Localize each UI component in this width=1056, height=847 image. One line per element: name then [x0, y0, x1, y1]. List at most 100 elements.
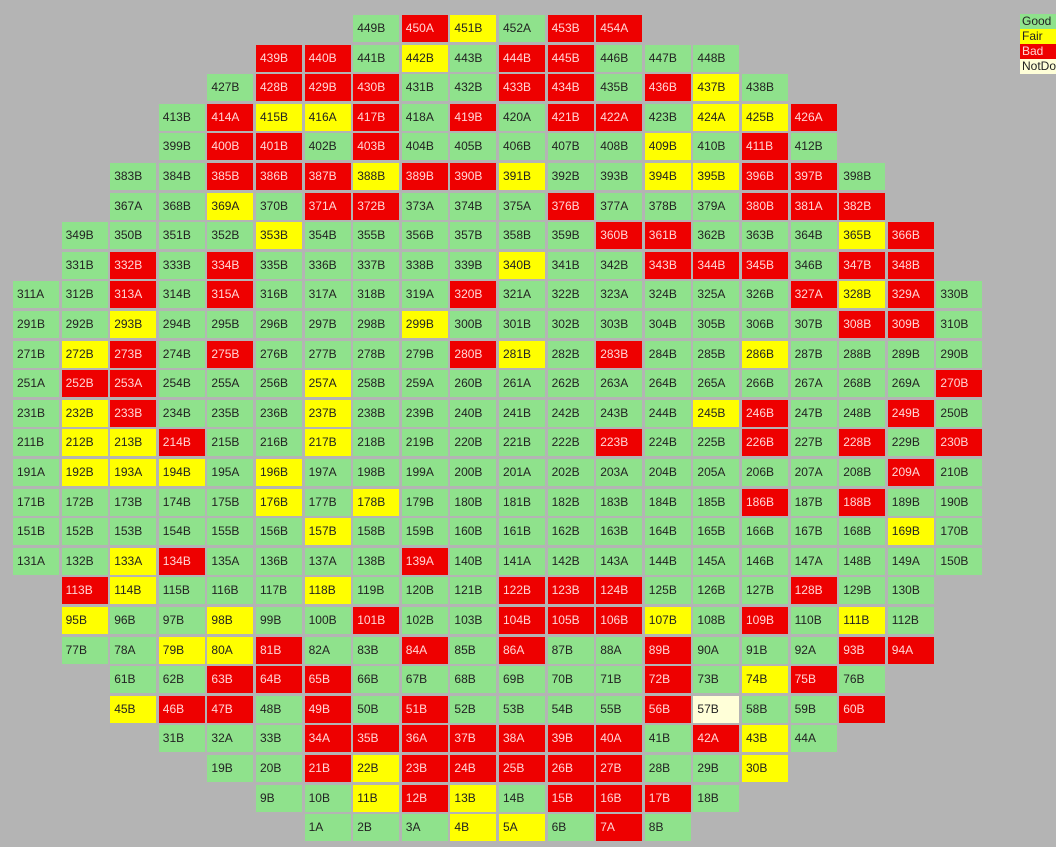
- core-cell: 454A: [596, 15, 643, 42]
- core-cell: 310B: [936, 311, 983, 338]
- core-cell: 137A: [304, 547, 351, 575]
- core-cell: 131A: [13, 547, 59, 575]
- legend-item: NotDone: [1020, 59, 1056, 74]
- core-cell: 57B: [693, 695, 740, 723]
- core-cell: 162B: [547, 518, 594, 546]
- core-cell: 405B: [450, 133, 497, 161]
- core-cell: 148B: [839, 547, 886, 575]
- core-cell: 38A: [499, 725, 545, 753]
- core-cell: 188B: [839, 488, 886, 516]
- core-cell: 335B: [256, 251, 302, 279]
- core-cell: 381A: [790, 192, 837, 220]
- core-cell: 31B: [158, 725, 205, 753]
- core-cell: 81B: [256, 636, 302, 664]
- core-cell: 50B: [353, 695, 400, 723]
- core-cell: 35B: [353, 725, 400, 753]
- core-cell: 72B: [644, 666, 691, 694]
- legend-item: Bad: [1020, 44, 1056, 59]
- core-cell: 403B: [353, 133, 400, 161]
- core-cell: 122B: [499, 577, 545, 605]
- core-cell: 27B: [596, 755, 643, 782]
- core-cell: 161B: [499, 518, 545, 546]
- core-cell: 83B: [353, 636, 400, 664]
- core-cell: 321A: [499, 281, 545, 309]
- core-cell: 208B: [839, 459, 886, 486]
- core-cell: 5A: [499, 814, 545, 842]
- core-cell: 44A: [790, 725, 837, 753]
- core-cell: 318B: [353, 281, 400, 309]
- core-cell: 242B: [547, 399, 594, 427]
- core-cell: 176B: [256, 488, 302, 516]
- legend: GoodFairBadNotDone: [1020, 14, 1056, 74]
- core-cell: 4B: [450, 814, 497, 842]
- core-cell: 165B: [693, 518, 740, 546]
- core-cell: 452A: [499, 15, 545, 42]
- core-cell: 431B: [401, 74, 448, 102]
- core-cell: 384B: [158, 163, 205, 190]
- core-cell: 423B: [644, 103, 691, 131]
- core-cell: 6B: [547, 814, 594, 842]
- core-cell: 443B: [450, 44, 497, 72]
- core-cell: 410B: [693, 133, 740, 161]
- core-cell: 24B: [450, 755, 497, 782]
- core-cell: 49B: [304, 695, 351, 723]
- legend-item: Fair: [1020, 29, 1056, 44]
- core-cell: 10B: [304, 784, 351, 812]
- core-cell: 85B: [450, 636, 497, 664]
- core-cell: 236B: [256, 399, 302, 427]
- core-cell: 260B: [450, 370, 497, 398]
- core-cell: 266B: [742, 370, 788, 398]
- core-cell: 191A: [13, 459, 59, 486]
- core-cell: 442B: [401, 44, 448, 72]
- core-cell: 102B: [401, 607, 448, 634]
- core-cell: 75B: [790, 666, 837, 694]
- core-cell: 160B: [450, 518, 497, 546]
- core-cell: 48B: [256, 695, 302, 723]
- core-cell: 294B: [158, 311, 205, 338]
- core-cell: 417B: [353, 103, 400, 131]
- core-cell: 364B: [790, 222, 837, 250]
- core-cell: 261A: [499, 370, 545, 398]
- core-cell: 125B: [644, 577, 691, 605]
- core-cell: 71B: [596, 666, 643, 694]
- core-cell: 193A: [110, 459, 157, 486]
- core-cell: 113B: [61, 577, 108, 605]
- core-cell: 80A: [207, 636, 254, 664]
- core-cell: 54B: [547, 695, 594, 723]
- core-cell: 68B: [450, 666, 497, 694]
- core-cell: 235B: [207, 399, 254, 427]
- core-cell: 280B: [450, 340, 497, 368]
- core-cell: 149A: [887, 547, 934, 575]
- core-cell: 52B: [450, 695, 497, 723]
- core-cell: 367A: [110, 192, 157, 220]
- core-cell: 220B: [450, 429, 497, 457]
- core-cell: 451B: [450, 15, 497, 42]
- core-cell: 338B: [401, 251, 448, 279]
- core-cell: 187B: [790, 488, 837, 516]
- legend-item: Good: [1020, 14, 1056, 29]
- core-cell: 430B: [353, 74, 400, 102]
- core-cell: 30B: [742, 755, 788, 782]
- core-cell: 73B: [693, 666, 740, 694]
- core-cell: 115B: [158, 577, 205, 605]
- core-cell: 132B: [61, 547, 108, 575]
- core-cell: 372B: [353, 192, 400, 220]
- core-cell: 264B: [644, 370, 691, 398]
- core-cell: 86A: [499, 636, 545, 664]
- core-cell: 239B: [401, 399, 448, 427]
- core-cell: 398B: [839, 163, 886, 190]
- core-cell: 107B: [644, 607, 691, 634]
- core-cell: 173B: [110, 488, 157, 516]
- core-cell: 314B: [158, 281, 205, 309]
- core-cell: 404B: [401, 133, 448, 161]
- core-cell: 213B: [110, 429, 157, 457]
- core-cell: 146B: [742, 547, 788, 575]
- core-cell: 90A: [693, 636, 740, 664]
- core-cell: 309B: [887, 311, 934, 338]
- core-cell: 204B: [644, 459, 691, 486]
- core-cell: 147A: [790, 547, 837, 575]
- core-cell: 341B: [547, 251, 594, 279]
- core-cell: 390B: [450, 163, 497, 190]
- core-cell: 393B: [596, 163, 643, 190]
- core-cell: 248B: [839, 399, 886, 427]
